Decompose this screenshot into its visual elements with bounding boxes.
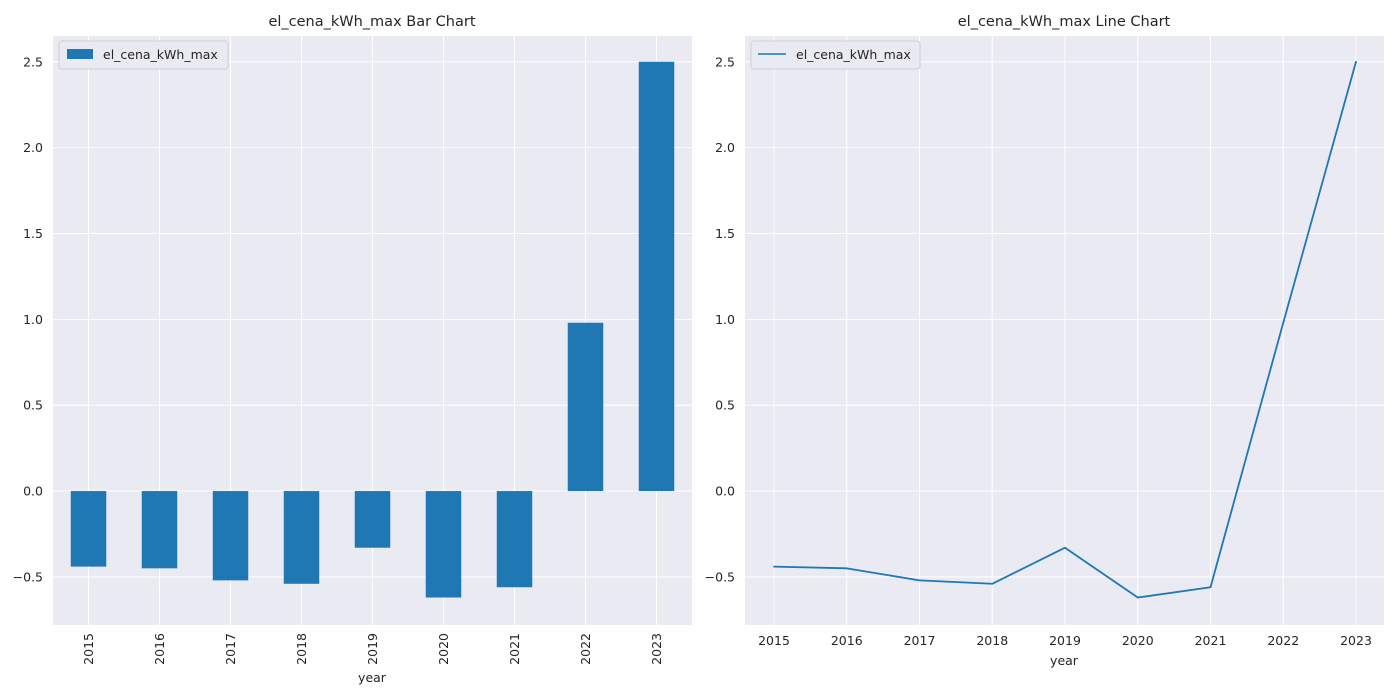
line-chart-x-tick-label: 2022	[1267, 633, 1299, 648]
line-chart-x-tick-label: 2015	[758, 633, 790, 648]
line-chart-legend: el_cena_kWh_max	[750, 40, 921, 70]
line-chart-marks	[773, 60, 1357, 599]
line-chart-y-tick-label: 1.5	[715, 226, 735, 241]
line-chart-y-tick-label: 0.5	[715, 398, 735, 413]
bar-chart-legend-label: el_cena_kWh_max	[103, 47, 218, 62]
bar-chart-bar	[496, 491, 533, 588]
bar-chart-bar	[354, 491, 391, 548]
line-chart-x-tick-label: 2020	[1122, 633, 1154, 648]
line-chart-point	[991, 582, 994, 585]
bar-chart-x-axis-label: year	[358, 670, 387, 685]
bar-chart-legend: el_cena_kWh_max	[58, 40, 229, 70]
bar-chart-y-tick-label: 1.5	[23, 226, 43, 241]
line-chart-y-tick-label: 2.5	[715, 54, 735, 69]
line-chart-point	[1136, 596, 1139, 599]
bar-chart-x-tick-label: 2020	[436, 633, 451, 665]
bar-chart-bar	[70, 491, 107, 567]
line-chart-title: el_cena_kWh_max Line Chart	[958, 14, 1171, 30]
line-chart-y-tick-label: 0.0	[715, 484, 735, 499]
bar-chart-x-tick-label: 2023	[649, 633, 664, 665]
line-chart-x-ticks: 2015 2016 2017 2018 2019 2020 2021 2022 2023	[758, 633, 1372, 648]
line-chart-point	[1064, 546, 1066, 549]
line-chart-x-tick-label: 2016	[831, 633, 863, 648]
line-chart-point	[1209, 586, 1212, 589]
line-chart-x-tick-label: 2018	[976, 633, 1008, 648]
bar-chart-bar	[141, 491, 178, 569]
line-chart-x-tick-label: 2019	[1049, 633, 1081, 648]
line-chart-grid	[745, 36, 1384, 625]
line-chart-point	[918, 579, 921, 582]
bar-chart-bar	[425, 491, 462, 598]
line-chart-panel: −0.50.00.51.01.52.02.5 2015 2016 2017 2018 2…	[705, 14, 1384, 668]
bar-chart-y-tick-label: 2.0	[23, 140, 43, 155]
line-chart-legend-box	[750, 40, 921, 70]
bar-chart-x-tick-label: 2019	[365, 633, 380, 665]
bar-chart-title: el_cena_kWh_max Bar Chart	[268, 14, 475, 30]
bar-chart-bar	[283, 491, 320, 584]
bar-chart-y-tick-label: 0.5	[23, 398, 43, 413]
bar-chart-x-ticks: 2015 2016 2017 2018 2019 2020 2021 2022 2023	[81, 633, 664, 665]
line-chart-x-tick-label: 2021	[1195, 633, 1227, 648]
bar-chart-legend-box	[58, 40, 229, 70]
bar-chart-x-tick-label: 2018	[294, 633, 309, 665]
line-chart-y-ticks: −0.5 0.0 0.5 1.0 1.5 2.0 2.5	[705, 54, 735, 584]
bar-chart-y-tick-label: −0.5	[13, 569, 43, 584]
line-chart-x-axis-label: year	[1050, 653, 1079, 668]
bar-chart-y-tick-label: 0.0	[23, 484, 43, 499]
bar-chart-x-tick-label: 2017	[223, 633, 238, 665]
line-chart-point	[773, 565, 775, 568]
bar-chart-x-tick-label: 2016	[152, 633, 167, 665]
line-chart-point	[845, 567, 848, 570]
bar-chart-panel: −0.50.00.51.01.52.02.5 2015 2016 2017 2018 2…	[13, 14, 692, 685]
bar-chart-x-tick-label: 2021	[507, 633, 522, 665]
line-chart-y-tick-label: −0.5	[705, 569, 735, 584]
bar-chart-y-tick-label: 2.5	[23, 54, 43, 69]
bar-chart-bar	[212, 491, 249, 581]
bar-chart-y-ticks: −0.5 0.0 0.5 1.0 1.5 2.0 2.5	[13, 54, 43, 584]
bar-chart-legend-swatch	[67, 49, 93, 59]
line-chart-point	[1282, 321, 1285, 324]
line-chart-y-tick-label: 2.0	[715, 140, 735, 155]
line-chart-x-tick-label: 2023	[1340, 633, 1372, 648]
bar-chart-y-tick-label: 1.0	[23, 312, 43, 327]
bar-chart-bar	[638, 61, 675, 492]
bar-chart-x-tick-label: 2015	[81, 633, 96, 665]
bar-chart-marks	[70, 61, 675, 598]
line-chart-x-tick-label: 2017	[904, 633, 936, 648]
line-chart-legend-label: el_cena_kWh_max	[796, 47, 911, 62]
line-chart-point	[1355, 60, 1357, 63]
bar-chart-x-tick-label: 2022	[578, 633, 593, 665]
line-chart-y-tick-label: 1.0	[715, 312, 735, 327]
bar-chart-bar	[567, 322, 604, 492]
